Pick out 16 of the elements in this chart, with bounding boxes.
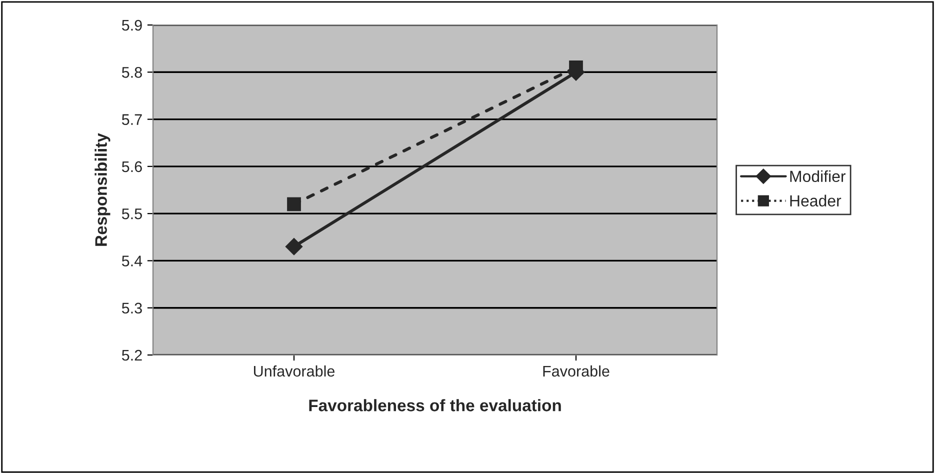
y-tick-label: 5.5 — [122, 208, 142, 220]
x-tick-label: Unfavorable — [254, 365, 335, 377]
point — [285, 238, 303, 256]
y-axis-title: Responsibility — [94, 133, 110, 246]
legend-label: Modifier — [790, 170, 846, 182]
y-tick-label: 5.9 — [122, 20, 142, 31]
legend-label: Header — [790, 194, 842, 207]
y-tick-label: 5.3 — [122, 302, 142, 314]
y-tick-label: 5.4 — [122, 256, 142, 266]
y-tick-label: 5.7 — [122, 114, 142, 125]
y-tick-label: 5.2 — [122, 350, 142, 361]
x-axis-title: Favorableness of the evaluation — [309, 399, 561, 412]
y-tick-label: 5.6 — [122, 161, 142, 172]
point — [287, 197, 301, 212]
y-tick-label: 5.8 — [122, 67, 142, 78]
x-tick-label: Favorable — [543, 365, 610, 377]
